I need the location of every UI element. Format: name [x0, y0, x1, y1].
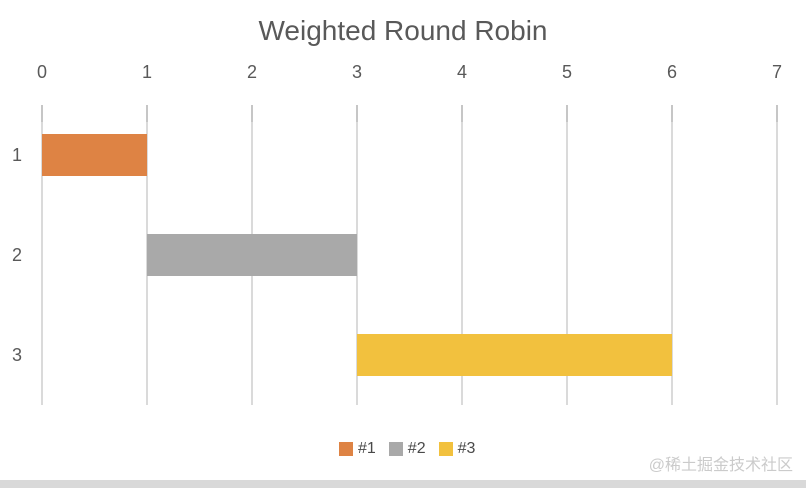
x-tick-label-2: 2 — [246, 62, 257, 82]
x-tick-label-3: 3 — [351, 62, 362, 82]
gridline-3 — [356, 105, 358, 405]
x-tick-label-6: 6 — [666, 62, 677, 82]
chart-title: Weighted Round Robin — [258, 15, 548, 46]
legend-swatch-icon — [438, 442, 453, 456]
legend-item-1: #1 — [339, 441, 376, 457]
y-category-label-2: 2 — [11, 245, 22, 265]
gridline-4 — [461, 105, 463, 405]
y-category-label-3: 3 — [11, 345, 22, 365]
bar-series-1 — [42, 134, 147, 176]
legend-item-3: #3 — [438, 440, 476, 457]
x-tick-label-0: 0 — [36, 62, 47, 82]
legend-item-2: #2 — [388, 440, 426, 457]
watermark: @稀土掘金技术社区 — [648, 457, 793, 474]
horizontal-scrollbar[interactable] — [0, 480, 806, 488]
x-tick-label-4: 4 — [456, 62, 467, 82]
gridline-5 — [566, 105, 568, 405]
legend-swatch-icon — [388, 442, 403, 456]
x-tick-label-5: 5 — [561, 62, 572, 82]
legend-label: #1 — [358, 440, 376, 457]
gridline-0 — [41, 105, 43, 405]
x-tick-label-1: 1 — [141, 62, 152, 82]
legend-label: #2 — [407, 440, 426, 457]
y-category-label-1: 1 — [11, 145, 22, 165]
gridline-6 — [671, 105, 673, 405]
bar-series-3 — [357, 334, 672, 376]
bar-series-2 — [147, 234, 357, 276]
legend: #1 #2 #3 — [339, 441, 475, 457]
x-tick-label-7: 7 — [771, 62, 782, 82]
legend-swatch-icon — [339, 442, 353, 456]
gridline-7 — [776, 105, 778, 405]
legend-label: #3 — [457, 440, 476, 457]
